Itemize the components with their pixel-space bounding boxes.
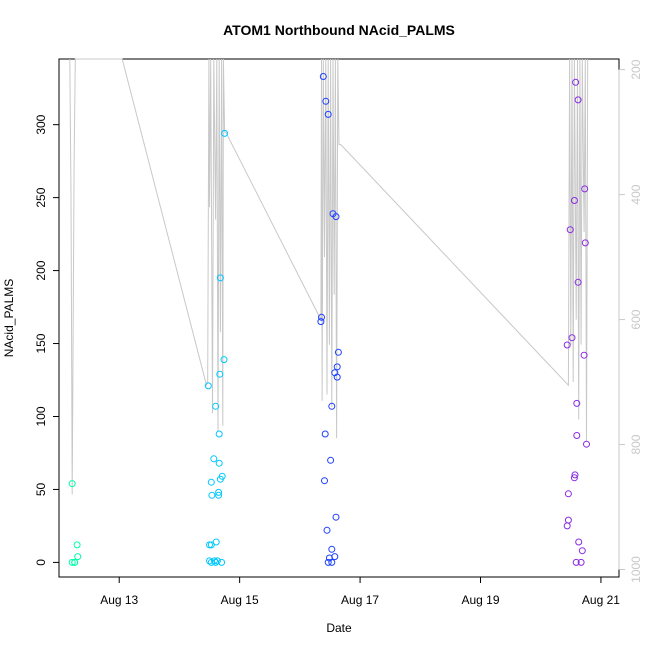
data-point [331, 553, 339, 561]
data-point [220, 356, 228, 364]
data-point [566, 226, 574, 234]
data-point [323, 526, 331, 534]
y-tick-label: 150 [34, 333, 48, 353]
data-point [68, 558, 76, 566]
data-point [215, 430, 223, 438]
data-point [218, 558, 226, 566]
y-tick-label: 50 [34, 482, 48, 496]
y-tick-label: 300 [34, 114, 48, 134]
data-point [319, 73, 327, 80]
data-point [207, 478, 215, 486]
data-point [210, 455, 218, 463]
data-point [324, 558, 332, 566]
data-point [578, 547, 586, 555]
x-tick-label: Aug 15 [221, 593, 259, 607]
data-point [571, 471, 579, 479]
data-point [322, 97, 330, 105]
data-point [210, 557, 218, 565]
data-point [68, 480, 76, 488]
x-axis: Aug 13 Aug 15 Aug 17 Aug 19 Aug 21 [100, 576, 620, 607]
data-point [583, 440, 590, 448]
x-tick-label: Aug 13 [100, 593, 138, 607]
data-point [327, 456, 335, 464]
y-axis: 0 50 100 150 200 250 300 [34, 114, 60, 566]
data-point [574, 278, 582, 286]
right-tick-label: 400 [629, 184, 643, 204]
data-point [328, 558, 336, 566]
right-tick-label: 1000 [629, 556, 643, 583]
data-point [74, 553, 82, 561]
data-point [215, 488, 223, 496]
data-point [332, 213, 340, 221]
data-point [212, 402, 220, 410]
points-layer [68, 73, 590, 566]
y-axis-label: NAcid_PALMS [2, 279, 16, 357]
x-tick-label: Aug 17 [341, 593, 379, 607]
data-point [218, 472, 226, 480]
data-point [333, 373, 341, 381]
data-point [581, 239, 589, 247]
data-point [575, 538, 583, 546]
data-point [334, 348, 342, 356]
data-point [216, 370, 224, 378]
data-point [568, 334, 576, 342]
data-point [215, 459, 223, 467]
right-axis: 200 400 600 800 1000 [618, 59, 643, 583]
data-point [580, 351, 588, 359]
x-tick-label: Aug 21 [582, 593, 620, 607]
data-point [333, 363, 341, 371]
data-point [563, 522, 571, 530]
y-tick-label: 250 [34, 187, 48, 207]
data-point [572, 78, 580, 86]
data-point [328, 402, 336, 410]
y-tick-label: 100 [34, 406, 48, 426]
data-point [215, 491, 223, 499]
data-point [216, 274, 224, 282]
data-point [570, 197, 578, 204]
data-point [204, 382, 212, 390]
data-point [577, 558, 585, 566]
data-point [213, 557, 221, 565]
data-point [324, 110, 332, 118]
data-point [564, 490, 572, 498]
altitude-line [69, 58, 589, 495]
data-point [212, 538, 220, 546]
data-point [212, 558, 220, 566]
data-point [581, 185, 589, 193]
data-point [221, 129, 229, 137]
data-point [574, 96, 582, 104]
x-axis-label: Date [326, 621, 352, 635]
data-point [208, 491, 216, 499]
chart-title: ATOM1 Northbound NAcid_PALMS [223, 22, 455, 38]
data-point [572, 558, 580, 566]
data-point [318, 313, 325, 321]
data-point [332, 513, 340, 521]
data-point [73, 541, 81, 549]
data-point [563, 341, 571, 349]
data-point [573, 399, 581, 407]
y-tick-label: 200 [34, 260, 48, 280]
data-point [328, 545, 336, 553]
right-tick-label: 800 [629, 434, 643, 454]
data-point [321, 477, 328, 485]
right-tick-label: 600 [629, 309, 643, 329]
data-point [564, 516, 572, 524]
data-point [570, 474, 578, 482]
data-point [71, 558, 79, 566]
data-point [317, 318, 325, 326]
x-tick-label: Aug 19 [461, 593, 499, 607]
y-tick-label: 0 [34, 559, 48, 566]
data-point [573, 432, 581, 439]
altitude-line-layer [69, 58, 589, 495]
data-point [321, 430, 329, 438]
right-tick-label: 200 [629, 59, 643, 79]
